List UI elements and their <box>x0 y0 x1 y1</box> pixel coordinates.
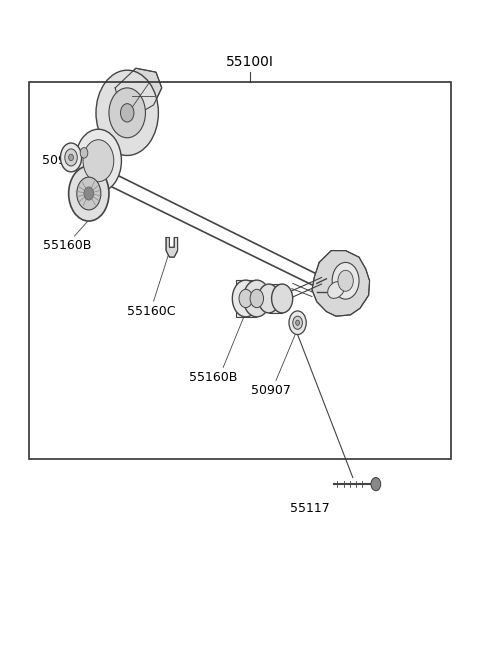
Ellipse shape <box>243 280 270 317</box>
Ellipse shape <box>83 140 114 182</box>
Ellipse shape <box>75 129 121 192</box>
Ellipse shape <box>120 104 134 122</box>
Ellipse shape <box>60 143 82 172</box>
Ellipse shape <box>232 280 259 317</box>
Text: 55160B: 55160B <box>190 371 238 384</box>
Bar <box>236 280 255 317</box>
Ellipse shape <box>109 88 145 138</box>
Bar <box>269 284 282 313</box>
Ellipse shape <box>258 284 279 313</box>
Ellipse shape <box>69 154 73 161</box>
Text: 55100I: 55100I <box>226 55 274 70</box>
Polygon shape <box>115 68 162 116</box>
Text: 50907: 50907 <box>42 154 83 167</box>
Ellipse shape <box>371 478 381 491</box>
Ellipse shape <box>239 289 252 308</box>
Text: 55160C: 55160C <box>127 305 176 318</box>
Ellipse shape <box>84 187 94 200</box>
Ellipse shape <box>80 148 88 158</box>
Ellipse shape <box>289 311 306 335</box>
Ellipse shape <box>77 177 101 210</box>
Bar <box>29 82 451 459</box>
Polygon shape <box>312 251 370 316</box>
Circle shape <box>372 480 379 489</box>
Ellipse shape <box>293 316 302 329</box>
Text: 55160B: 55160B <box>43 239 91 253</box>
Text: 50907: 50907 <box>251 384 291 397</box>
Ellipse shape <box>332 262 359 299</box>
Ellipse shape <box>338 270 353 291</box>
Polygon shape <box>166 237 178 257</box>
Ellipse shape <box>296 320 300 325</box>
Ellipse shape <box>328 281 344 298</box>
Ellipse shape <box>250 289 264 308</box>
Ellipse shape <box>65 149 77 166</box>
Ellipse shape <box>96 70 158 155</box>
Ellipse shape <box>272 284 293 313</box>
Text: 55117: 55117 <box>290 502 329 515</box>
Ellipse shape <box>69 166 109 221</box>
